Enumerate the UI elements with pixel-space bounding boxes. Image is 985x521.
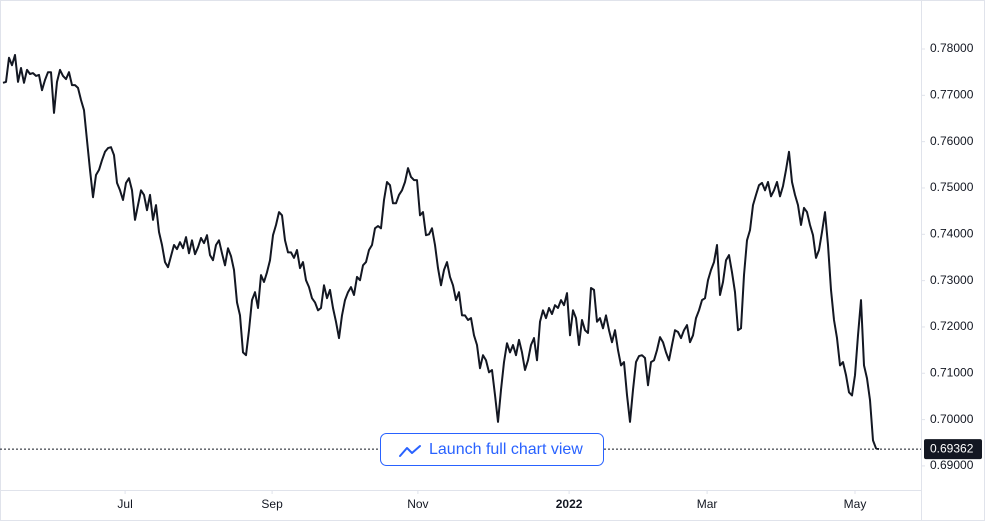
y-tick-label: 0.72000 bbox=[930, 319, 974, 333]
y-tick-label: 0.75000 bbox=[930, 180, 974, 194]
launch-button[interactable]: Launch full chart view bbox=[380, 433, 604, 466]
y-tick-label: 0.70000 bbox=[930, 412, 974, 426]
x-tick-label: Sep bbox=[261, 497, 283, 511]
x-tick-label: Nov bbox=[407, 497, 428, 511]
y-tick-label: 0.73000 bbox=[930, 273, 974, 287]
x-tick-label: May bbox=[844, 497, 867, 511]
button-frame bbox=[380, 433, 604, 466]
button-label: Launch full chart view bbox=[429, 441, 583, 458]
button-icon bbox=[399, 445, 421, 457]
price-line bbox=[2, 54, 880, 451]
last-price-label: 0.69362 bbox=[930, 441, 974, 455]
y-tick-label: 0.78000 bbox=[930, 41, 974, 55]
last-price-box bbox=[924, 439, 982, 460]
y-tick-label: 0.77000 bbox=[930, 88, 974, 102]
y-tick-label: 0.69000 bbox=[930, 458, 974, 472]
y-tick-label: 0.71000 bbox=[930, 365, 974, 379]
x-tick-label: Mar bbox=[697, 497, 718, 511]
x-tick-label: 2022 bbox=[556, 497, 583, 511]
y-tick-label: 0.74000 bbox=[930, 226, 974, 240]
x-tick-label: Jul bbox=[117, 497, 132, 511]
y-tick-label: 0.76000 bbox=[930, 134, 974, 148]
